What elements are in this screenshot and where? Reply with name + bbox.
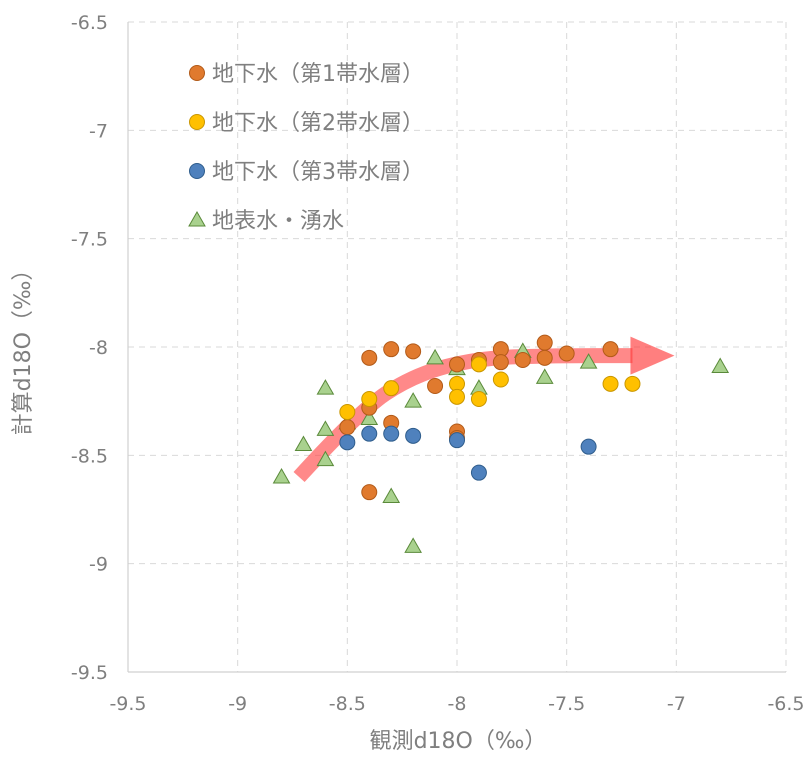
groundwater-point [449, 388, 465, 405]
x-tick-label: -9.5 [109, 693, 146, 715]
x-axis-title: 観測d18O（‰） [370, 729, 547, 754]
groundwater-point [361, 391, 378, 407]
surface-water-point [426, 348, 444, 365]
groundwater-point [470, 391, 487, 407]
groundwater-point [558, 345, 575, 362]
groundwater-point [383, 425, 400, 442]
y-tick-label: -7 [89, 120, 108, 142]
y-tick-label: -6.5 [71, 12, 108, 34]
groundwater-point [492, 371, 509, 388]
groundwater-point [361, 349, 378, 366]
legend-marker [189, 65, 205, 81]
surface-water-point [404, 537, 422, 553]
y-tick-label: -7.5 [71, 229, 108, 251]
trend-arrow [293, 336, 675, 483]
surface-water-point [294, 435, 313, 451]
groundwater-point [536, 334, 553, 351]
legend: 地下水（第1帯水層） 地下水（第2帯水層） 地下水（第3帯水層） 地表水・湧水 [188, 62, 424, 234]
surface-water-point [316, 420, 335, 436]
surface-water-point [382, 487, 401, 503]
groundwater-point [339, 404, 356, 420]
legend-label: 地下水（第3帯水層） [212, 160, 424, 185]
x-tick-label: -8 [448, 693, 467, 715]
y-tick-label: -9 [89, 554, 108, 576]
groundwater-point [492, 354, 509, 371]
surface-water-point [535, 368, 554, 384]
surface-water-point [316, 379, 335, 395]
surface-water-point [272, 467, 291, 484]
surface-water-point [711, 357, 730, 373]
groundwater-point [624, 375, 641, 392]
y-tick-label: -8.5 [71, 445, 108, 467]
x-tick-label: -9 [228, 693, 247, 715]
groundwater-point [383, 380, 400, 397]
legend-label: 地下水（第2帯水層） [212, 111, 424, 136]
groundwater-point [580, 438, 597, 455]
data-points [272, 334, 730, 553]
groundwater-point [339, 434, 356, 451]
groundwater-point [405, 343, 422, 360]
axes [127, 22, 786, 673]
groundwater-point [602, 341, 619, 358]
legend-marker [188, 210, 206, 227]
groundwater-point [449, 356, 465, 373]
x-tick-label: -7.5 [548, 693, 585, 715]
groundwater-point [361, 425, 378, 442]
groundwater-point [602, 375, 619, 392]
groundwater-point [383, 341, 400, 358]
x-tick-label: -7 [667, 693, 686, 715]
y-tick-label: -9.5 [71, 662, 108, 684]
legend-marker [189, 163, 205, 179]
groundwater-point [470, 464, 487, 481]
groundwater-point [339, 419, 356, 436]
y-tick-label: -8 [89, 337, 108, 359]
groundwater-point [427, 378, 444, 394]
legend-label: 地下水（第1帯水層） [212, 62, 424, 87]
groundwater-point [405, 427, 422, 444]
legend-label: 地表水・湧水 [212, 209, 344, 234]
groundwater-point [449, 432, 465, 449]
trend-arrow-head [630, 336, 675, 375]
surface-water-point [316, 450, 335, 467]
surface-water-point [360, 409, 379, 425]
legend-marker [189, 114, 205, 130]
surface-water-point [404, 392, 422, 408]
y-axis-title: 計算d18O（‰） [11, 259, 36, 436]
groundwater-point [470, 356, 487, 373]
groundwater-point [361, 484, 378, 501]
surface-water-point [579, 353, 598, 369]
x-tick-label: -6.5 [767, 693, 804, 715]
groundwater-point [514, 352, 531, 368]
tick-labels: -9.5 -9 -8.5 -8 -7.5 -7 -6.5 -6.5 -7 -7.5 -8 -8.5 -9… [71, 12, 805, 715]
x-tick-label: -8.5 [329, 693, 366, 715]
groundwater-point [536, 349, 553, 366]
